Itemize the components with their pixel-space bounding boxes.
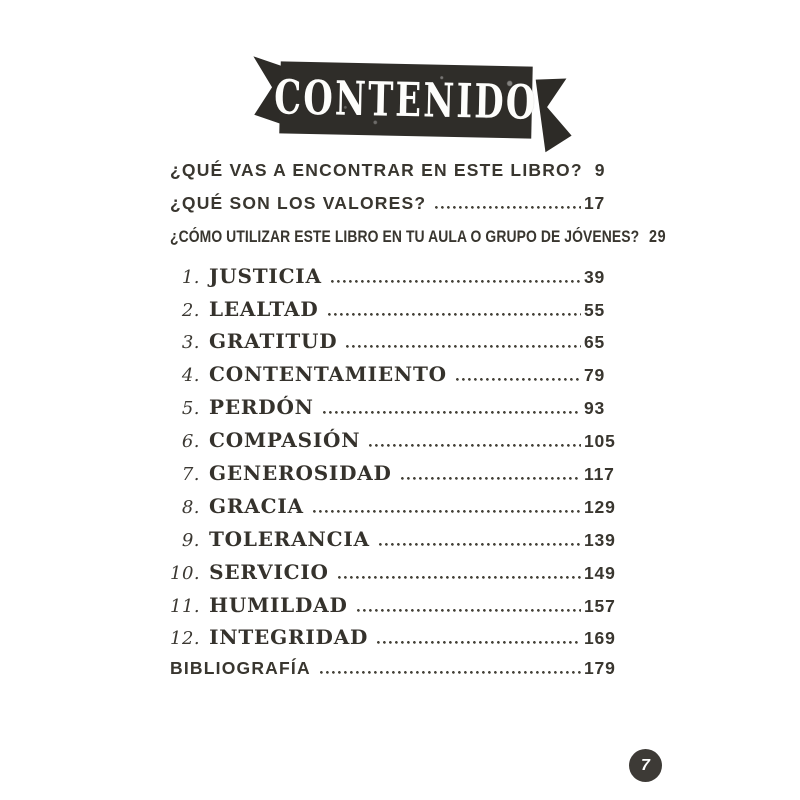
entry-page: 117 xyxy=(584,464,615,485)
entry-title: GRACIA xyxy=(209,493,304,518)
entry-title: JUSTICIA xyxy=(209,263,322,288)
entry-page: 29 xyxy=(649,225,667,246)
dot-leader xyxy=(369,444,581,448)
entry-title: TOLERANCIA xyxy=(209,526,370,551)
toc-entry: ¿CÓMO UTILIZAR ESTE LIBRO EN TU AULA O G… xyxy=(170,226,666,259)
entry-title: INTEGRIDAD xyxy=(209,625,369,650)
dot-leader xyxy=(378,542,581,546)
table-of-contents: ¿QUÉ VAS A ENCONTRAR EN ESTE LIBRO? 9 ¿Q… xyxy=(170,160,666,691)
toc-entry: 12. INTEGRIDAD 169 xyxy=(170,625,632,658)
contenido-banner: CONTENIDO xyxy=(240,45,580,165)
toc-entry: 7. GENEROSIDAD 117 xyxy=(170,461,632,494)
dot-leader xyxy=(377,641,581,645)
toc-entry: 1. JUSTICIA 39 xyxy=(170,264,632,297)
entry-page: 157 xyxy=(584,595,616,616)
entry-title: PERDÓN xyxy=(209,395,314,420)
banner-ribbon: CONTENIDO xyxy=(274,61,538,139)
dot-leader xyxy=(346,345,581,349)
entry-number: 11. xyxy=(170,595,201,617)
entry-number: 9. xyxy=(181,529,200,551)
entry-page: 169 xyxy=(584,628,616,649)
entry-number: 10. xyxy=(170,562,201,584)
entry-title: ¿CÓMO UTILIZAR ESTE LIBRO EN TU AULA O G… xyxy=(170,226,640,246)
dot-leader xyxy=(312,509,581,513)
dot-leader xyxy=(327,312,581,316)
dot-leader xyxy=(400,477,581,481)
dot-leader xyxy=(319,671,581,675)
entry-page: 55 xyxy=(584,299,606,320)
entry-page: 39 xyxy=(584,266,606,287)
dot-leader xyxy=(337,575,581,579)
entry-number: 12. xyxy=(170,628,201,650)
entry-number: 6. xyxy=(181,431,200,453)
dot-leader xyxy=(435,205,581,209)
entry-page: 17 xyxy=(584,192,606,213)
toc-entry: 5. PERDÓN 93 xyxy=(170,395,632,428)
dot-leader xyxy=(330,279,581,283)
toc-entry: ¿QUÉ VAS A ENCONTRAR EN ESTE LIBRO? 9 xyxy=(170,160,632,193)
entry-number: 3. xyxy=(181,332,200,354)
entry-title: SERVICIO xyxy=(209,559,329,584)
entry-title: BIBLIOGRAFÍA xyxy=(170,658,311,679)
entry-number: 8. xyxy=(181,496,200,518)
entry-title: ¿QUÉ VAS A ENCONTRAR EN ESTE LIBRO? xyxy=(170,160,583,180)
entry-number: 2. xyxy=(181,299,200,321)
entry-number: 7. xyxy=(181,464,200,486)
toc-entry: 8. GRACIA 129 xyxy=(170,494,632,527)
entry-title: COMPASIÓN xyxy=(209,428,361,453)
toc-entry: 3. GRATITUD 65 xyxy=(170,329,632,362)
entry-title: CONTENTAMIENTO xyxy=(209,362,447,387)
page-number-badge: 7 xyxy=(629,749,662,782)
toc-entry: 11. HUMILDAD 157 xyxy=(170,593,632,626)
entry-number: 5. xyxy=(181,398,200,420)
toc-entry: BIBLIOGRAFÍA 179 xyxy=(170,658,632,691)
dot-leader xyxy=(455,378,581,382)
toc-entry: ¿QUÉ SON LOS VALORES? 17 xyxy=(170,193,632,226)
entry-page: 79 xyxy=(584,365,606,386)
entry-page: 93 xyxy=(584,398,606,419)
toc-entry: 6. COMPASIÓN 105 xyxy=(170,428,632,461)
dot-leader xyxy=(322,411,581,415)
entry-title: ¿QUÉ SON LOS VALORES? xyxy=(170,192,427,213)
entry-page: 65 xyxy=(584,332,606,353)
entry-page: 9 xyxy=(594,160,606,180)
entry-number: 4. xyxy=(181,365,200,387)
toc-entry: 4. CONTENTAMIENTO 79 xyxy=(170,362,632,395)
entry-page: 139 xyxy=(584,529,616,550)
toc-entry: 9. TOLERANCIA 139 xyxy=(170,527,632,560)
entry-page: 149 xyxy=(584,562,616,583)
entry-title: GRATITUD xyxy=(209,329,338,354)
entry-number: 1. xyxy=(181,266,200,288)
page-number: 7 xyxy=(641,756,650,774)
toc-entry: 2. LEALTAD 55 xyxy=(170,297,632,330)
entry-title: HUMILDAD xyxy=(209,592,348,617)
ribbon-tail-right-icon xyxy=(532,76,574,155)
entry-title: LEALTAD xyxy=(209,296,319,321)
entry-page: 129 xyxy=(584,496,616,517)
entry-page: 179 xyxy=(584,658,616,679)
banner-title: CONTENIDO xyxy=(273,69,539,131)
entry-title: GENEROSIDAD xyxy=(209,461,392,486)
entry-page: 105 xyxy=(584,431,616,452)
toc-entry: 10. SERVICIO 149 xyxy=(170,560,632,593)
dot-leader xyxy=(356,608,581,612)
